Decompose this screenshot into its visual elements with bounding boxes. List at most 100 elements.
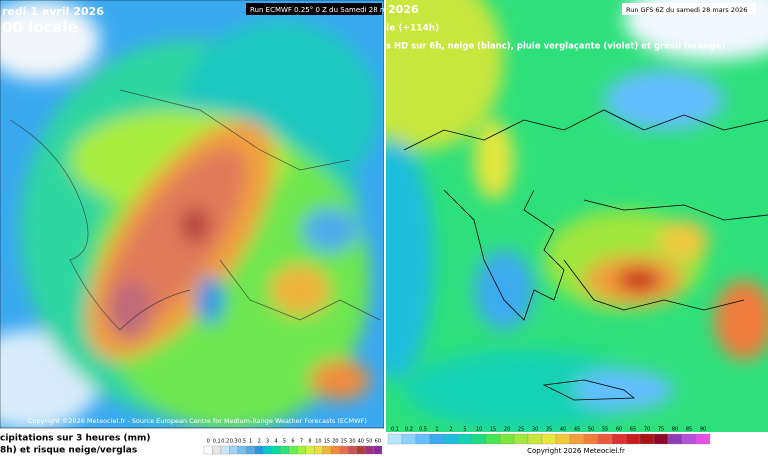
scale-swatch — [330, 445, 340, 455]
scale-label: 50 — [588, 427, 594, 433]
scale-label: 60 — [616, 427, 622, 433]
scale-swatch — [314, 445, 323, 455]
scale-label: 20 — [504, 427, 510, 433]
scale-label: 75 — [658, 427, 664, 433]
scale-swatch — [271, 445, 281, 455]
scale-swatch — [653, 433, 669, 445]
scale-swatch — [569, 433, 585, 445]
scale-label: 3 — [266, 439, 269, 445]
scale-swatch — [583, 433, 599, 445]
scale-swatch — [229, 445, 239, 455]
scale-label: 8 — [308, 439, 311, 445]
scale-swatch — [280, 445, 289, 455]
ecmwf-map — [0, 0, 384, 428]
scale-swatch — [681, 433, 697, 445]
scale-swatch — [485, 433, 501, 445]
left-panel: redi 1 avril 2026 00 locale Run ECMWF 0.… — [0, 0, 384, 456]
scale-swatch — [322, 445, 332, 455]
gfs-map — [386, 0, 768, 432]
copyright: Copyright 2026 Meteociel.fr — [527, 447, 625, 455]
scale-swatch — [457, 433, 473, 445]
scale-label: 7 — [300, 439, 303, 445]
lead-time: ie (+114h) — [386, 24, 439, 34]
scale-label: 0 — [207, 439, 210, 445]
scale-label: 50 — [366, 439, 372, 445]
date: redi 1 avril 2026 — [2, 5, 104, 18]
scale-swatch — [212, 445, 222, 455]
copyright: Copyright ©2026 Meteociel.fr - Source Eu… — [28, 417, 367, 425]
scale-label: 85 — [686, 427, 692, 433]
scale-label: 0.1 — [213, 439, 221, 445]
scale-label: 0.5 — [238, 439, 246, 445]
scale-swatch — [339, 445, 349, 455]
scale-swatch — [401, 433, 417, 445]
scale-swatch — [429, 433, 445, 445]
scale-swatch — [513, 433, 529, 445]
scale-swatch — [415, 433, 431, 445]
scale-swatch — [555, 433, 571, 445]
scale-swatch — [597, 433, 613, 445]
scale-swatch — [246, 445, 256, 455]
scale-swatch — [347, 445, 357, 455]
right-panel: 2026 ie (+114h) s HD sur 6h, neige (blan… — [384, 0, 768, 457]
scale-label: 5 — [463, 427, 466, 433]
scale-label: 30 — [349, 439, 355, 445]
scale-swatch — [541, 433, 557, 445]
scale-label: 2 — [449, 427, 452, 433]
caption: s HD sur 6h, neige (blanc), pluie vergla… — [386, 41, 725, 52]
scale-label: 80 — [672, 427, 678, 433]
scale-label: 55 — [602, 427, 608, 433]
scale-label: 30 — [532, 427, 538, 433]
scale-swatch — [471, 433, 487, 445]
date: 2026 — [388, 3, 419, 16]
scale-swatch — [356, 445, 366, 455]
scale-swatch — [254, 445, 264, 455]
caption: 8h) et risque neige/verglas — [0, 446, 137, 456]
scale-label: 1 — [249, 439, 252, 445]
scale-label: 0.2 — [405, 427, 413, 433]
time: 00 locale — [2, 19, 78, 37]
scale-swatch — [237, 445, 247, 455]
run: Run GFS 6Z du samedi 28 mars 2026 — [626, 6, 747, 14]
scale-swatch — [625, 433, 641, 445]
scale-label: 65 — [630, 427, 636, 433]
run-box — [622, 3, 756, 15]
scale-swatch — [639, 433, 655, 445]
caption: cipitations sur 3 heures (mm) — [0, 434, 150, 444]
scale-swatch — [387, 433, 403, 445]
scale-label: 4 — [274, 439, 277, 445]
scale-label: 2 — [258, 439, 261, 445]
scale-swatch — [499, 433, 515, 445]
scale-swatch — [443, 433, 459, 445]
scale-swatch — [220, 445, 230, 455]
scale-label: 15 — [324, 439, 330, 445]
scale-swatch — [373, 445, 383, 455]
scale-swatch — [667, 433, 683, 445]
scale-label: 60 — [375, 439, 381, 445]
scale: 0 0.1 0.2 0.3 0.5 1 2 3 4 5 6 7 8 10 15 20 25 30 40 50 60 — [203, 439, 383, 455]
scale-label: 10 — [476, 427, 482, 433]
scale-swatch — [364, 445, 374, 455]
scale-label: 0.1 — [391, 427, 399, 433]
scale-label: 40 — [358, 439, 364, 445]
scale-swatch — [288, 445, 298, 455]
scale-swatch — [611, 433, 627, 445]
scale-label: 0.5 — [419, 427, 427, 433]
scale-label: 25 — [341, 439, 347, 445]
scale-label: 45 — [574, 427, 580, 433]
scale-swatch — [305, 445, 315, 455]
scale-label: 40 — [560, 427, 566, 433]
run: Run ECMWF 0.25° 0 Z du Samedi 28 mars — [250, 6, 384, 14]
scale-label: 20 — [332, 439, 338, 445]
scale-label: 90 — [700, 427, 706, 433]
scale-swatch — [527, 433, 543, 445]
scale-label: 35 — [546, 427, 552, 433]
scale-label: 0.2 — [221, 439, 229, 445]
scale-label: 25 — [518, 427, 524, 433]
scale: 0.1 0.2 0.5 1 2 5 10 15 20 25 30 35 40 45 50 55 60 65 70 75… — [387, 427, 711, 445]
scale-label: 5 — [283, 439, 286, 445]
scale-label: 1 — [435, 427, 438, 433]
scale-label: 15 — [490, 427, 496, 433]
scale-swatch — [263, 445, 272, 455]
